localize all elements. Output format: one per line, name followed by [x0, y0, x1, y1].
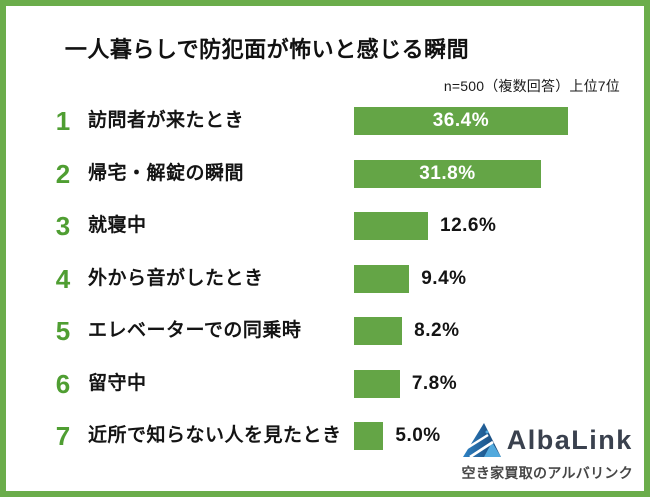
rank-number: 4: [55, 263, 71, 294]
category-label: 就寝中: [88, 215, 147, 236]
chart-row: 1 訪問者が来たとき 36.4%: [6, 107, 644, 135]
rank-number: 1: [55, 106, 71, 136]
bar: [354, 264, 410, 293]
bar: 36.4%: [354, 107, 568, 135]
chart-row: 2 帰宅・解錠の瞬間 31.8%: [6, 158, 644, 189]
rank-number: 5: [55, 316, 71, 346]
bar-chart: 1 訪問者が来たとき 36.4% 2 帰宅・解錠の瞬間 31.8% 3 就寝中 …: [6, 6, 644, 491]
chart-row: 7 近所で知らない人を見たとき 5.0%: [6, 422, 644, 450]
bar: [354, 422, 384, 450]
value-label: 12.6%: [440, 215, 497, 236]
value-label: 8.2%: [414, 320, 460, 341]
rank-number: 7: [55, 421, 71, 451]
category-label: 留守中: [88, 372, 147, 394]
chart-row: 4 外から音がしたとき 9.4%: [6, 263, 644, 294]
albalink-logo-row: AlbaLink: [462, 422, 633, 459]
value-label: 9.4%: [421, 267, 467, 289]
category-label: 近所で知らない人を見たとき: [88, 425, 342, 446]
rank-number: 3: [55, 211, 71, 241]
albalink-logo-text: AlbaLink: [506, 425, 633, 455]
page-title: 一人暮らしで防犯面が怖いと感じる瞬間: [64, 37, 470, 62]
bar: [354, 212, 429, 240]
bar: [354, 369, 400, 398]
value-label: 31.8%: [419, 162, 476, 184]
category-label: 訪問者が来たとき: [88, 110, 245, 131]
chart-row: 3 就寝中 12.6%: [6, 212, 644, 240]
albalink-tagline: 空き家買取のアルバリンク: [461, 465, 633, 481]
chart-row: 5 エレベーターでの同乗時 8.2%: [6, 317, 644, 345]
value-label: 7.8%: [411, 372, 458, 394]
rank-number: 2: [55, 158, 71, 189]
albalink-mountain-icon: [462, 423, 501, 459]
bar: [354, 317, 403, 345]
value-label: 5.0%: [395, 425, 441, 446]
sample-size-note: n=500（複数回答）上位7位: [443, 78, 620, 94]
rank-number: 6: [55, 368, 71, 399]
category-label: 帰宅・解錠の瞬間: [88, 162, 245, 184]
category-label: 外から音がしたとき: [88, 267, 264, 289]
category-label: エレベーターでの同乗時: [88, 320, 302, 341]
chart-row: 6 留守中 7.8%: [6, 368, 644, 399]
albalink-logo: AlbaLink 空き家買取のアルバリンク: [462, 422, 633, 483]
value-label: 36.4%: [432, 110, 490, 131]
bar: 31.8%: [354, 159, 541, 188]
